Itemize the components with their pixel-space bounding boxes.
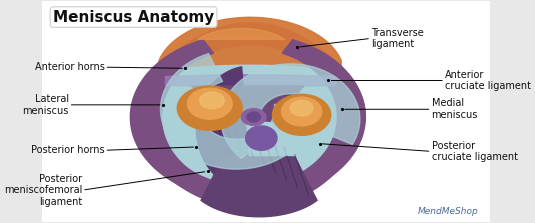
Text: MendMeShop: MendMeShop [418,207,479,216]
Ellipse shape [247,112,261,122]
Ellipse shape [291,100,313,116]
Text: Meniscus Anatomy: Meniscus Anatomy [53,10,214,25]
Polygon shape [132,23,365,208]
FancyBboxPatch shape [35,0,496,223]
Polygon shape [163,46,338,188]
Ellipse shape [187,88,232,119]
Polygon shape [192,86,304,122]
Text: Lateral
meniscus: Lateral meniscus [22,94,68,116]
Text: Posterior
cruciate ligament: Posterior cruciate ligament [432,140,517,162]
Ellipse shape [177,86,242,130]
Polygon shape [131,40,213,194]
Text: Medial
meniscus: Medial meniscus [432,99,478,120]
Ellipse shape [241,109,266,125]
Text: Posterior
meniscofemoral
ligament: Posterior meniscofemoral ligament [4,173,82,207]
Polygon shape [221,64,360,158]
Ellipse shape [200,92,224,109]
Ellipse shape [281,97,322,126]
Polygon shape [197,28,285,39]
Ellipse shape [272,94,331,135]
Text: Anterior horns: Anterior horns [35,62,104,72]
Polygon shape [196,67,250,189]
Polygon shape [282,40,365,194]
Polygon shape [160,54,313,169]
Text: Posterior horns: Posterior horns [31,145,104,155]
Text: Anterior
cruciate ligament: Anterior cruciate ligament [445,70,531,91]
Polygon shape [159,17,341,72]
Polygon shape [201,157,317,217]
Text: Transverse
ligament: Transverse ligament [371,28,424,49]
Polygon shape [246,126,277,150]
